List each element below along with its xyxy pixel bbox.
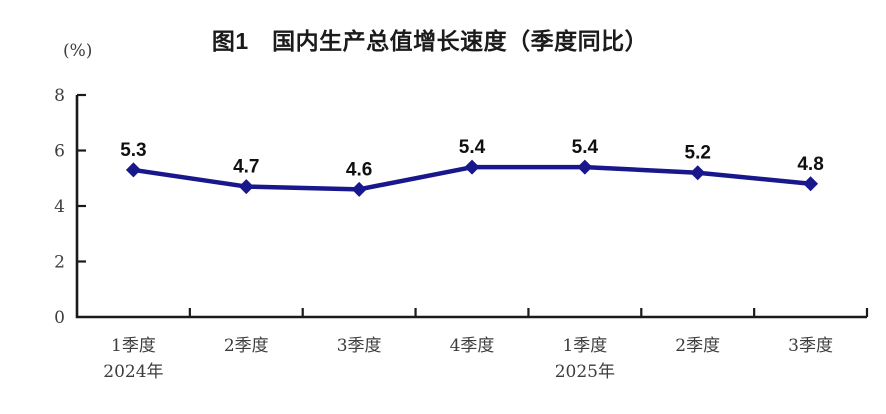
y-axis-tick-label: 0 xyxy=(54,308,65,328)
data-point-marker xyxy=(238,179,254,195)
y-axis-unit-label: (%) xyxy=(63,41,93,61)
data-point-label: 4.7 xyxy=(233,157,259,178)
x-axis-tick-label: 1季度 xyxy=(111,336,156,356)
data-point-marker xyxy=(803,176,819,192)
data-point-label: 4.8 xyxy=(797,154,823,175)
data-point-marker xyxy=(351,181,367,197)
y-axis-tick-label: 6 xyxy=(54,142,65,162)
x-axis-tick-label: 2季度 xyxy=(675,336,720,356)
x-axis-tick-label: 4季度 xyxy=(450,336,495,356)
x-axis-year-label: 2025年 xyxy=(555,362,615,382)
x-axis-tick-label: 2季度 xyxy=(224,336,269,356)
data-point-marker xyxy=(690,165,706,181)
x-axis-year-label: 2024年 xyxy=(103,362,163,382)
y-axis-tick-label: 2 xyxy=(54,253,65,273)
y-axis-tick-label: 8 xyxy=(54,86,65,106)
x-axis-tick-label: 3季度 xyxy=(788,336,833,356)
data-point-label: 5.3 xyxy=(120,140,146,161)
data-point-label: 5.2 xyxy=(685,143,711,164)
chart-title: 图1 国内生产总值增长速度（季度同比） xyxy=(211,28,649,54)
data-point-label: 5.4 xyxy=(572,137,599,158)
x-axis-tick-label: 1季度 xyxy=(562,336,607,356)
data-point-marker xyxy=(464,159,480,175)
data-point-label: 5.4 xyxy=(459,137,486,158)
x-axis-tick-label: 3季度 xyxy=(337,336,382,356)
data-point-label: 4.6 xyxy=(346,159,372,180)
y-axis-tick-label: 4 xyxy=(54,197,65,217)
data-point-marker xyxy=(125,162,141,178)
data-point-marker xyxy=(577,159,593,175)
axis-lines xyxy=(75,95,867,319)
